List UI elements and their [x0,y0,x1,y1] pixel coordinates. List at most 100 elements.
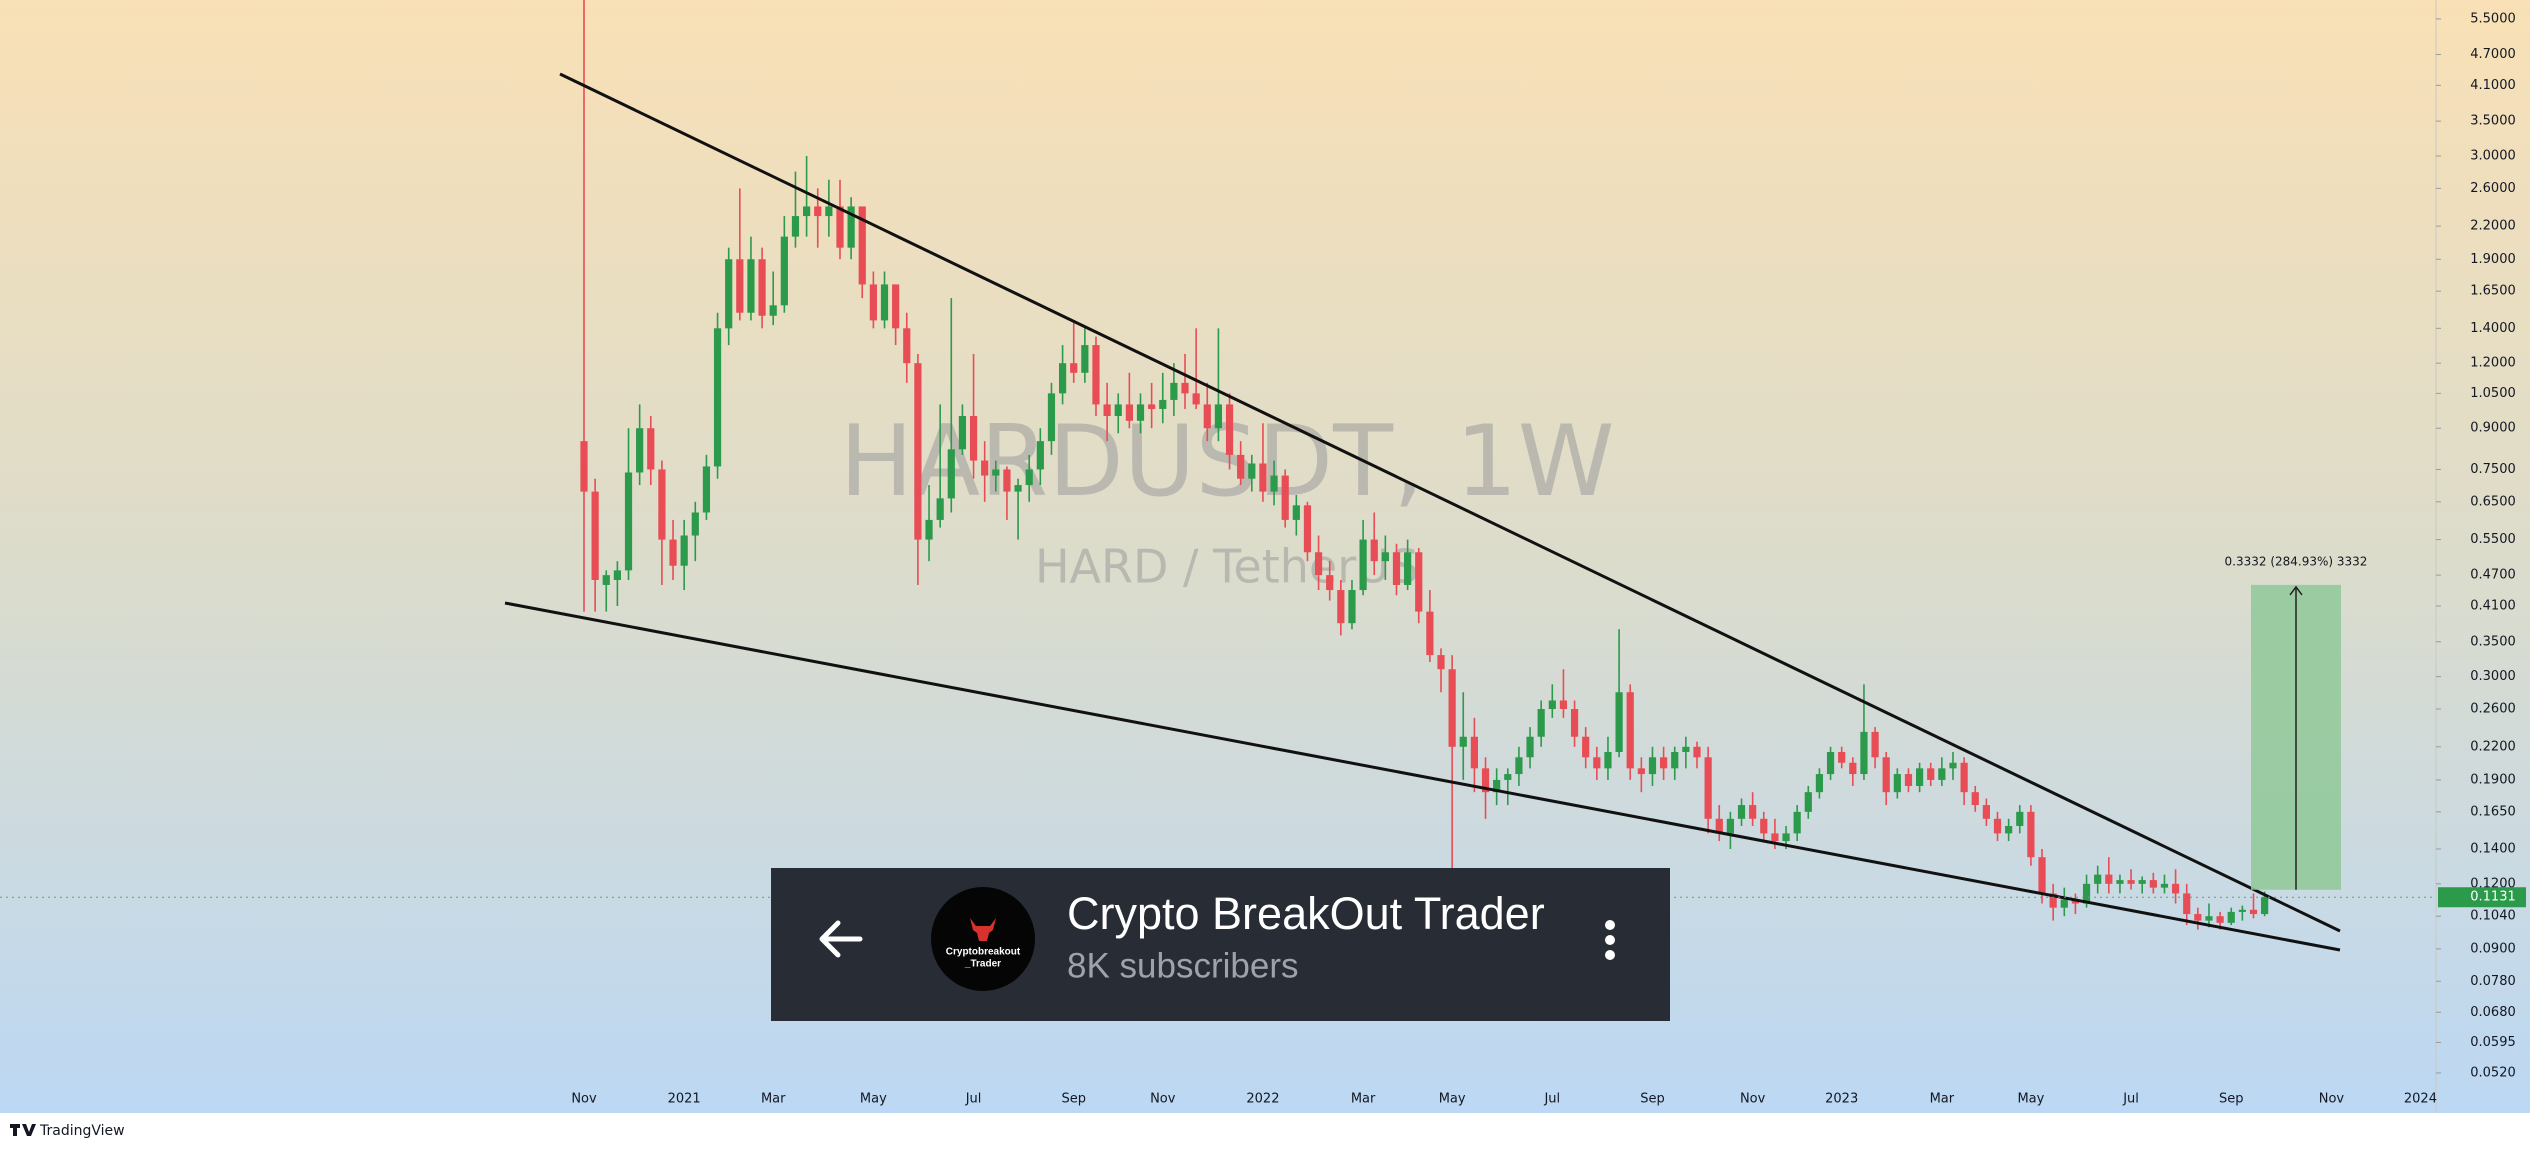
y-tick-label: 0.2600 [2470,702,2516,717]
candle-body [1660,757,1668,769]
candle-body [1036,441,1044,470]
x-tick-label: Sep [1640,1092,1665,1107]
candle-body [1437,655,1445,670]
candle-body [591,491,599,580]
x-tick-label: Mar [761,1092,786,1107]
candle-body [1971,792,1979,806]
candle-body [1448,669,1456,747]
candle-body [1225,404,1234,455]
candle-body [1537,709,1545,737]
candle-body [1626,692,1634,769]
candle-body [2249,909,2258,915]
candle-body [2238,909,2246,912]
candle-body [1771,833,1779,842]
candle-body [1904,774,1913,786]
candle-body [1237,454,1245,479]
y-tick-label: 3.0000 [2470,148,2516,163]
x-tick-label: 2023 [1825,1092,1858,1107]
candle-body [1704,757,1712,819]
x-tick-label: May [1439,1092,1466,1107]
candle-body [1548,700,1556,710]
candle-body [803,206,811,217]
x-tick-label: Jul [1543,1092,1560,1107]
candle-body [1003,469,1011,492]
y-tick-label: 5.5000 [2470,11,2516,26]
candle-body [602,575,610,585]
candle-body [1415,552,1423,612]
candle-body [624,472,633,571]
candle-body [1749,805,1757,819]
candle-body [1270,475,1278,492]
candle-body [2194,914,2202,921]
candle-body [1426,611,1434,656]
candle-body [1058,363,1067,394]
candle-body [1682,746,1690,752]
candle-body [1871,731,1879,758]
candle-body [1370,539,1378,562]
x-tick-label: 2024 [2404,1092,2437,1107]
candle-body [2016,811,2024,826]
candle-body [1593,757,1601,769]
candle-body [2116,880,2124,884]
subscribers: 8K subscribers [1067,946,1298,985]
y-tick-label: 0.5500 [2470,532,2516,547]
candle-body [758,259,766,316]
candle-body [1559,700,1568,710]
candle-body [580,441,588,492]
candle-body [981,460,989,476]
candle-body [1481,768,1490,793]
x-tick-label: Sep [2219,1092,2244,1107]
y-tick-label: 4.7000 [2470,47,2516,62]
y-tick-label: 0.0680 [2470,1005,2516,1020]
back-arrow[interactable] [819,920,863,958]
candle-body [1726,818,1734,834]
candle-body [1181,382,1189,394]
candle-body [1014,485,1022,492]
candle-body [1092,345,1100,405]
candle-body [869,284,877,321]
y-tick-label: 0.1400 [2470,841,2516,856]
x-tick-label: Sep [1061,1092,1086,1107]
candle-body [847,206,855,248]
y-tick-label: 0.2200 [2470,739,2516,754]
candle-body [2149,880,2157,888]
candle-body [1938,768,1946,780]
y-tick-label: 4.1000 [2470,78,2516,93]
trend-line-upper [559,72,2341,933]
axes: 5.5000 4.7000 4.1000 3.5000 3.0000 2.6000 2.20… [0,11,2526,1107]
y-tick-label: 1.6500 [2470,284,2516,299]
y-tick-label: 0.4700 [2470,568,2516,583]
x-tick-label: Mar [1930,1092,1955,1107]
x-tick-label: 2021 [668,1092,701,1107]
candle-body [1337,590,1345,624]
candle-body [1804,792,1812,812]
candle-body [2171,883,2180,894]
candle-body [1793,811,1801,834]
candle-body [1470,736,1478,769]
candle-body [2005,825,2013,834]
candle-body [2038,857,2046,894]
candle-body [2160,883,2169,888]
y-tick-label: 0.0900 [2470,941,2516,956]
candle-body [1070,363,1078,373]
candle-body [691,512,699,536]
candle-body [1860,731,1868,775]
watermark-subtitle: HARD / TetherUS [1035,540,1419,594]
candle-body [1203,404,1211,429]
candle-body [903,328,911,364]
candle-body [1392,552,1401,585]
channel-banner[interactable]: Cryptobreakout _Trader Crypto BreakOut T… [771,868,1670,1021]
brand: TradingView [39,1123,125,1139]
candle-body [936,498,944,520]
candle-body [2127,880,2135,884]
x-tick-label: Nov [1740,1092,1766,1107]
x-tick-label: May [2017,1092,2044,1107]
candle-body [1348,590,1356,624]
more-menu[interactable] [1605,920,1615,960]
y-tick-label: 0.0520 [2470,1065,2516,1080]
candle-body [1648,757,1657,775]
plot [580,0,2269,930]
candle-body [1170,382,1178,400]
candle-body [1493,779,1501,793]
